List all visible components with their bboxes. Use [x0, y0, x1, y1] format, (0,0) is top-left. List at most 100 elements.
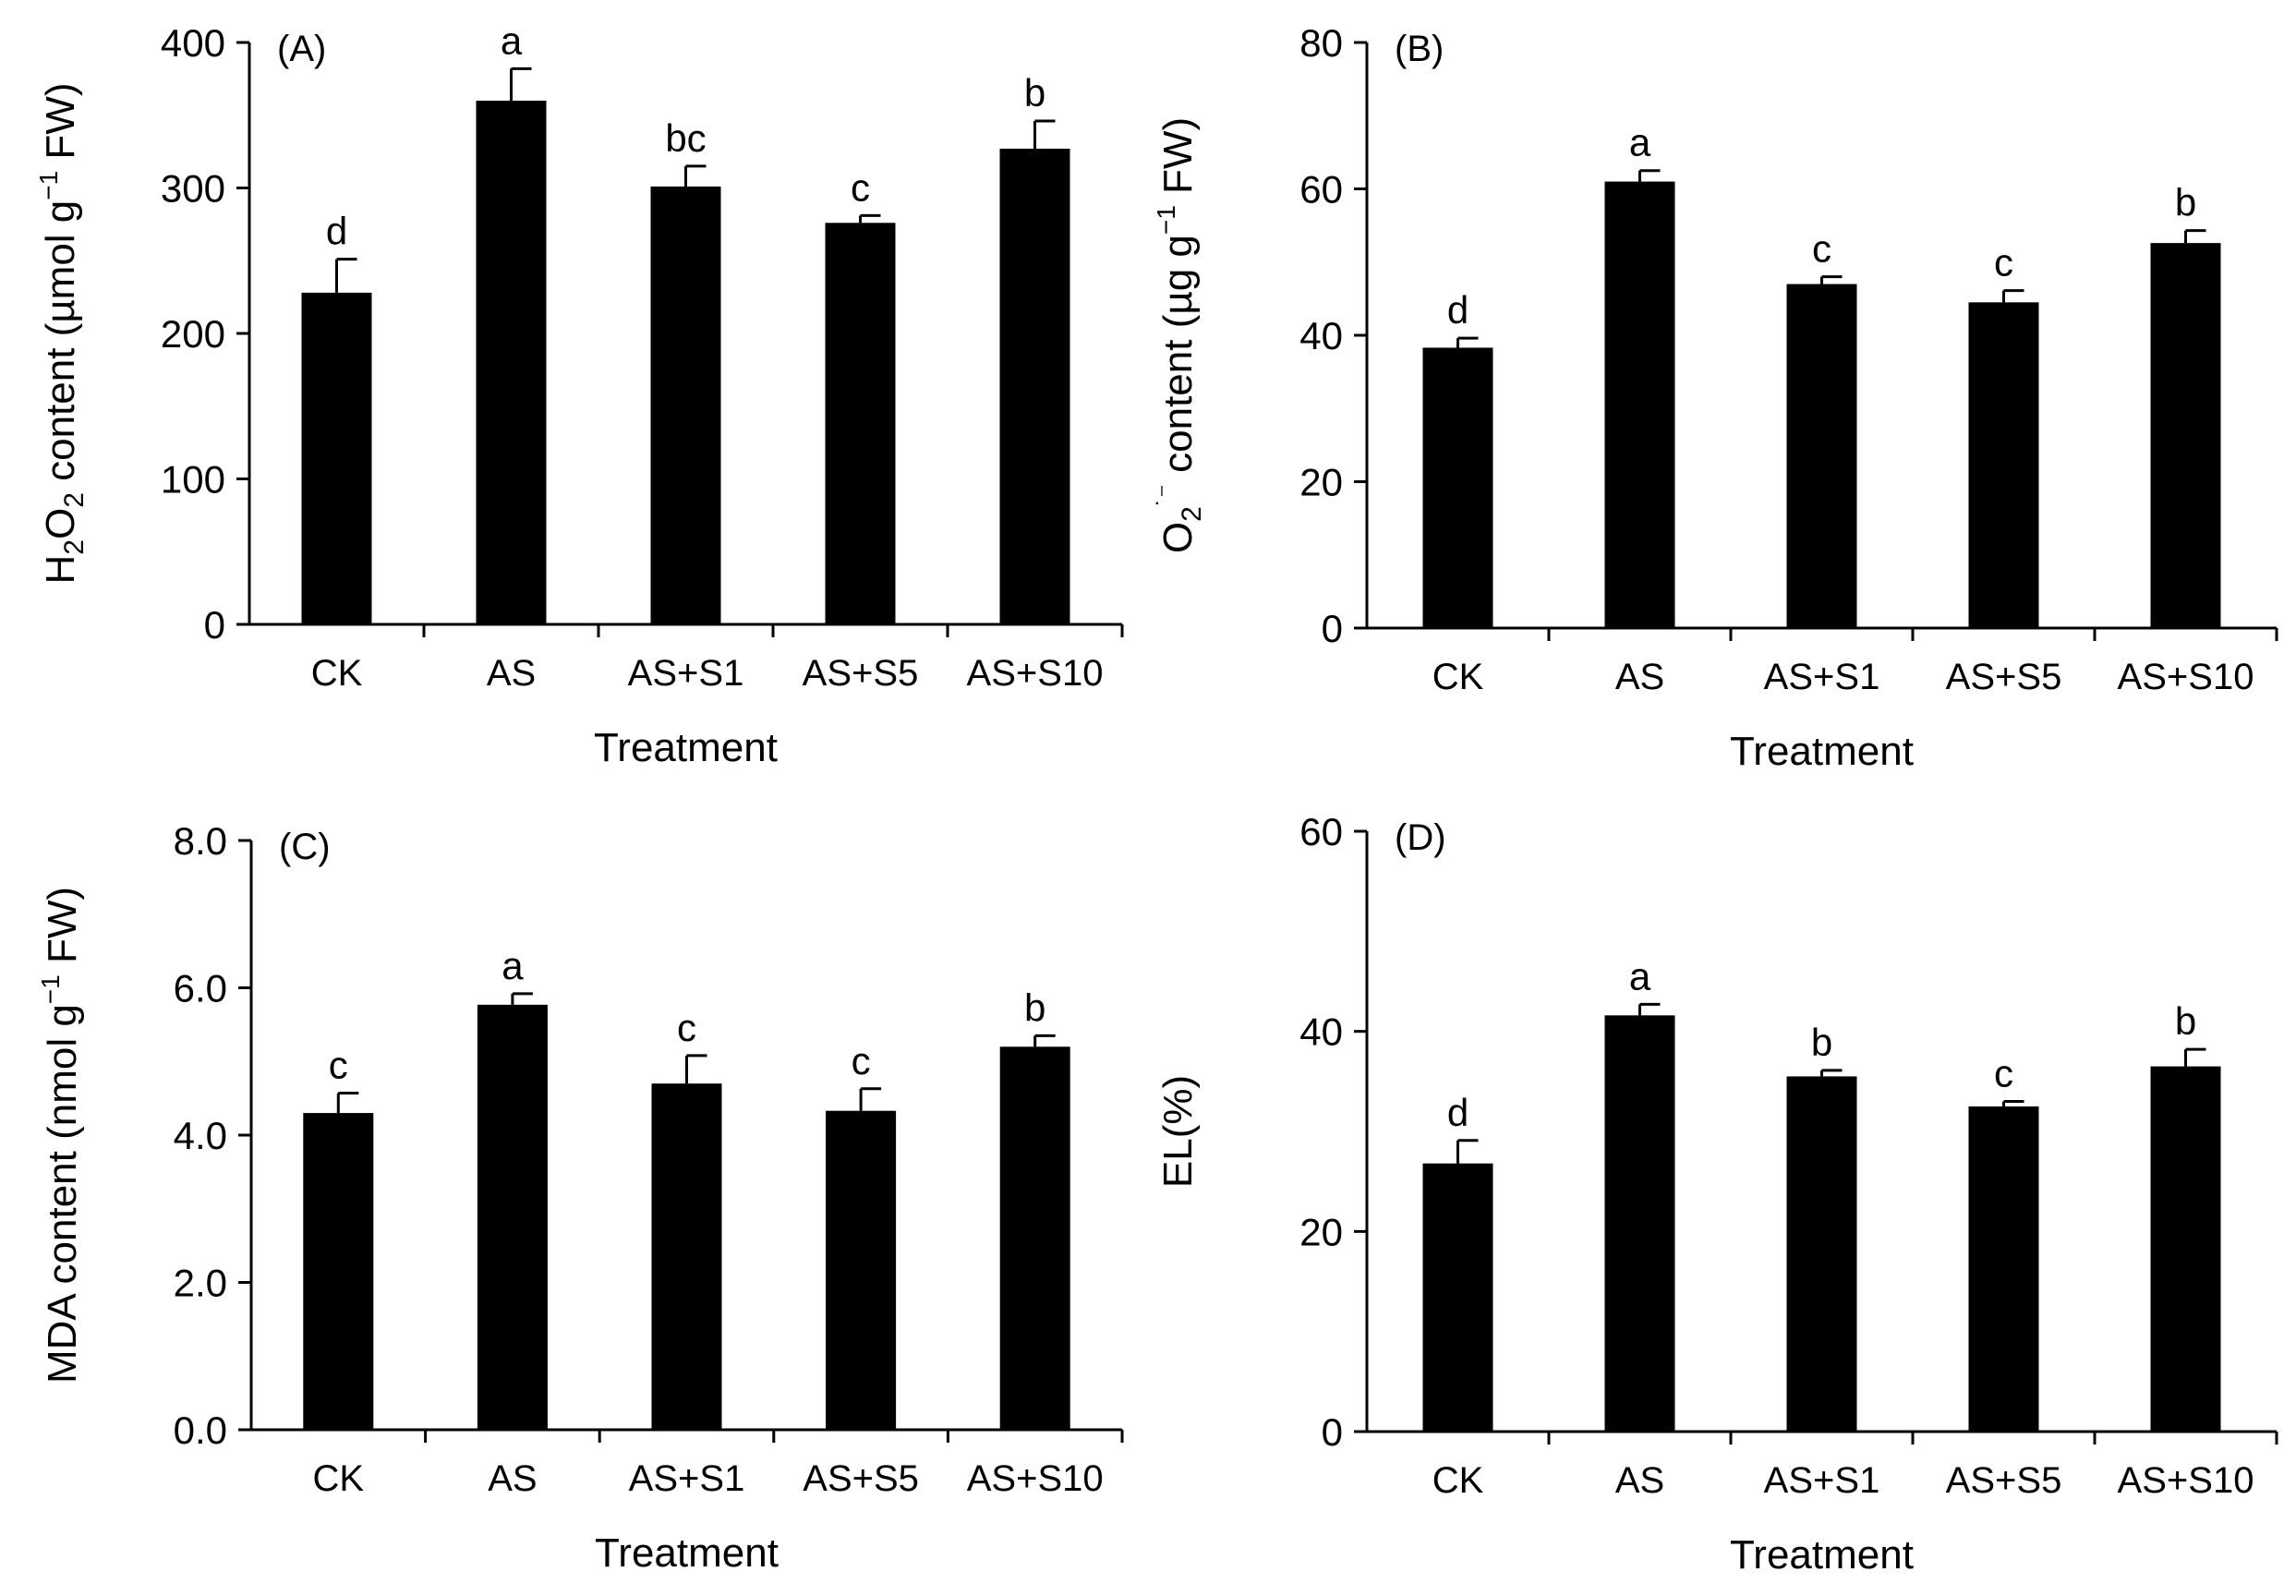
y-axis-title-part: O: [1155, 522, 1201, 553]
x-tick-label: AS+S10: [967, 1458, 1104, 1499]
y-axis-title: O2˙⁻ content (µg g−1 FW): [1152, 117, 1207, 553]
y-tick-label: 300: [161, 167, 225, 211]
significance-letter: b: [1811, 1021, 1832, 1064]
y-tick-label: 6.0: [174, 967, 227, 1010]
bar: [999, 148, 1070, 625]
panel-label: (C): [279, 827, 331, 867]
y-axis-title-part: EL(%): [1155, 1075, 1201, 1188]
y-axis-title-part: FW): [40, 887, 85, 974]
bar: [1604, 181, 1675, 628]
bar: [477, 1004, 548, 1430]
x-tick-label: AS+S5: [1946, 1460, 2062, 1501]
significance-letter: b: [2175, 181, 2196, 224]
y-tick-label: 60: [1299, 810, 1343, 853]
bar: [1422, 347, 1493, 628]
bar: [1786, 1076, 1857, 1432]
significance-letter: c: [1994, 1052, 2013, 1095]
y-tick-label: 2.0: [174, 1262, 227, 1305]
y-tick-label: 8.0: [174, 819, 227, 863]
significance-letter: d: [326, 210, 347, 253]
significance-letter: b: [2175, 999, 2196, 1043]
x-axis-title: Treatment: [595, 1530, 779, 1576]
x-tick-label: AS: [488, 1458, 537, 1499]
bar: [825, 223, 896, 625]
chart-panel-b: 0 20 40 60 80 d CK a AS c AS+S1 c AS+S5 b AS+S10 (B) Tre…: [1152, 21, 2278, 774]
y-tick-label: 4.0: [174, 1114, 227, 1157]
bar: [826, 1110, 897, 1430]
bar: [1968, 302, 2039, 628]
x-tick-label: AS: [1615, 1460, 1664, 1501]
x-tick-label: AS+S5: [803, 1458, 919, 1499]
y-axis-title-part: FW): [38, 82, 83, 170]
x-tick-label: AS+S1: [1764, 1460, 1880, 1501]
y-axis-title-part: 2: [1177, 506, 1207, 522]
y-axis-title-part: FW): [1155, 117, 1201, 205]
significance-letter: a: [501, 18, 523, 62]
chart-panel-c: 0.0 2.0 4.0 6.0 8.0 c CK a AS c AS+S1 c AS+S5 b AS+S10…: [36, 819, 1124, 1576]
x-axis-title: Treatment: [594, 725, 778, 770]
significance-letter: b: [1024, 71, 1045, 115]
significance-letter: bc: [665, 116, 706, 160]
x-tick-label: AS: [1615, 657, 1664, 697]
y-axis-title: H2O2 content (µmol g−1 FW): [34, 82, 90, 584]
x-tick-label: CK: [313, 1458, 365, 1499]
x-tick-label: AS+S1: [628, 653, 744, 694]
y-tick-label: 40: [1299, 314, 1343, 357]
bar: [1422, 1163, 1493, 1432]
y-axis-title-part: H: [38, 555, 83, 585]
x-tick-label: AS+S5: [803, 653, 919, 694]
y-axis-title: MDA content (nmol g−1 FW): [36, 887, 85, 1384]
y-tick-label: 80: [1299, 21, 1343, 65]
y-axis-title-part: MDA content (nmol g: [40, 1004, 85, 1384]
significance-letter: b: [1024, 985, 1045, 1029]
x-axis-title: Treatment: [1730, 729, 1914, 774]
significance-letter: c: [1994, 241, 2013, 284]
significance-letter: c: [851, 165, 870, 209]
significance-letter: a: [1629, 954, 1651, 998]
y-axis-title: EL(%): [1155, 1075, 1201, 1188]
x-tick-label: AS+S10: [2118, 1460, 2254, 1501]
chart-panel-d: 0 20 40 60 d CK a AS b AS+S1 c AS+S5 b AS+S10 (D) Treat…: [1155, 810, 2278, 1578]
y-axis-title-part: −1: [34, 171, 63, 200]
x-tick-label: CK: [1432, 657, 1484, 697]
x-tick-label: AS+S5: [1946, 657, 2062, 697]
bar: [2150, 1066, 2221, 1432]
significance-letter: c: [852, 1039, 871, 1082]
y-axis-title-part: −1: [36, 974, 65, 1004]
bar: [301, 292, 372, 624]
bar: [1968, 1106, 2039, 1432]
y-tick-label: 20: [1299, 1210, 1343, 1253]
x-tick-label: AS+S10: [2118, 657, 2254, 697]
x-tick-label: AS+S1: [1764, 657, 1880, 697]
y-tick-label: 0: [1322, 607, 1343, 650]
panel-label: (D): [1395, 817, 1446, 858]
y-axis-title-part: content (µg g: [1155, 235, 1201, 484]
bar: [303, 1113, 374, 1430]
y-tick-label: 0.0: [174, 1409, 227, 1452]
x-tick-label: CK: [311, 653, 363, 694]
y-tick-label: 200: [161, 312, 225, 356]
y-tick-label: 60: [1299, 168, 1343, 212]
x-tick-label: AS+S1: [629, 1458, 745, 1499]
y-axis-title-part: −1: [1152, 205, 1180, 235]
y-axis-title-part: 2: [59, 539, 90, 555]
y-axis-title-part: content (µmol g: [38, 200, 83, 492]
x-axis-title: Treatment: [1730, 1532, 1914, 1578]
x-tick-label: CK: [1432, 1460, 1484, 1501]
bar: [1786, 284, 1857, 628]
significance-letter: d: [1447, 288, 1468, 332]
panel-label: (B): [1395, 29, 1444, 69]
significance-letter: d: [1447, 1091, 1468, 1134]
chart-panel-a: 0 100 200 300 400 d CK a AS bc AS+S1 c AS+S5 b AS+S10 (…: [34, 18, 1124, 770]
bar: [651, 1083, 722, 1430]
significance-letter: c: [1812, 227, 1831, 271]
bar: [2150, 243, 2221, 628]
y-tick-label: 0: [204, 603, 225, 647]
y-tick-label: 400: [161, 21, 225, 65]
significance-letter: a: [1629, 121, 1651, 164]
y-axis-title-part: 2: [59, 492, 90, 508]
y-axis-title-part: O: [38, 508, 83, 539]
bar: [999, 1046, 1070, 1430]
bar: [650, 186, 721, 625]
